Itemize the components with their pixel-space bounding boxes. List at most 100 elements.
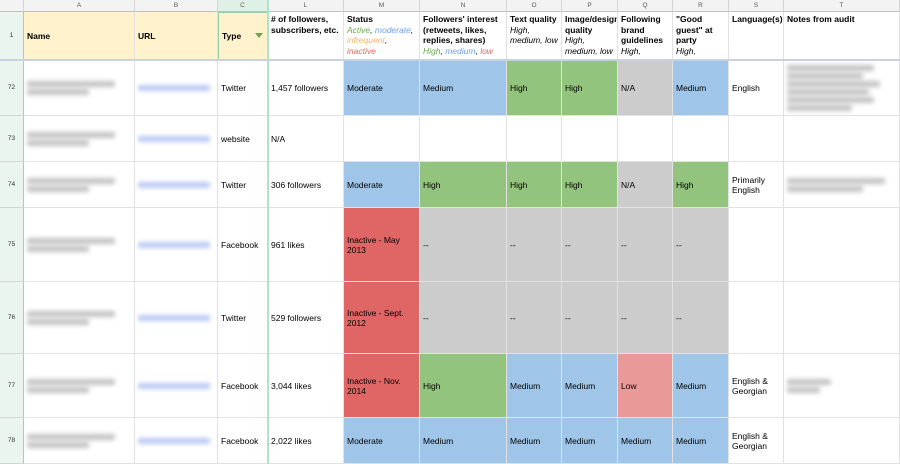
notes-cell[interactable] <box>784 354 900 418</box>
guest-cell[interactable]: -- <box>673 208 729 282</box>
header-text-quality[interactable]: Text quality High, medium, low <box>507 12 562 60</box>
column-header-o[interactable]: O <box>507 0 562 12</box>
redacted-link[interactable] <box>138 135 211 142</box>
header-image-quality[interactable]: Image/design quality High, medium, low <box>562 12 618 60</box>
name-cell[interactable] <box>24 418 135 464</box>
row-header[interactable]: 75 <box>0 208 24 282</box>
row-header[interactable]: 73 <box>0 116 24 162</box>
column-header-m[interactable]: M <box>344 0 420 12</box>
redacted-link[interactable] <box>138 382 211 389</box>
guest-cell[interactable]: -- <box>673 282 729 354</box>
name-cell[interactable] <box>24 162 135 208</box>
name-cell[interactable] <box>24 60 135 116</box>
header-followers[interactable]: # of followers, subscribers, etc. <box>268 12 344 60</box>
header-name[interactable]: Name <box>24 12 135 60</box>
row-header[interactable]: 1 <box>0 12 24 60</box>
followers-cell[interactable]: 1,457 followers <box>268 60 344 116</box>
text-cell[interactable]: Medium <box>507 418 562 464</box>
language-cell[interactable]: Primarily English <box>729 162 784 208</box>
name-cell[interactable] <box>24 116 135 162</box>
header-language[interactable]: Language(s) <box>729 12 784 60</box>
notes-cell[interactable] <box>784 418 900 464</box>
brand-cell[interactable]: Low <box>618 354 673 418</box>
text-cell[interactable]: Medium <box>507 354 562 418</box>
status-cell[interactable]: Moderate <box>344 60 420 116</box>
notes-cell[interactable] <box>784 282 900 354</box>
type-cell[interactable]: Facebook <box>218 208 268 282</box>
redacted-link[interactable] <box>138 437 211 444</box>
column-header-q[interactable]: Q <box>618 0 673 12</box>
type-cell[interactable]: Twitter <box>218 60 268 116</box>
column-header-n[interactable]: N <box>420 0 507 12</box>
language-cell[interactable]: English <box>729 60 784 116</box>
type-cell[interactable]: Twitter <box>218 282 268 354</box>
followers-cell[interactable]: 2,022 likes <box>268 418 344 464</box>
interest-cell[interactable]: Medium <box>420 60 507 116</box>
column-header-c[interactable]: C <box>218 0 268 12</box>
image-cell[interactable]: Medium <box>562 354 618 418</box>
interest-cell[interactable]: -- <box>420 282 507 354</box>
name-cell[interactable] <box>24 282 135 354</box>
interest-cell[interactable]: -- <box>420 208 507 282</box>
text-cell[interactable]: -- <box>507 208 562 282</box>
image-cell[interactable]: Medium <box>562 418 618 464</box>
followers-cell[interactable]: 306 followers <box>268 162 344 208</box>
brand-cell[interactable]: N/A <box>618 60 673 116</box>
language-cell[interactable] <box>729 116 784 162</box>
status-cell[interactable]: Inactive - Nov. 2014 <box>344 354 420 418</box>
column-header-r[interactable]: R <box>673 0 729 12</box>
notes-cell[interactable] <box>784 162 900 208</box>
column-header-b[interactable]: B <box>135 0 218 12</box>
interest-cell[interactable]: High <box>420 354 507 418</box>
header-url[interactable]: URL <box>135 12 218 60</box>
column-header-a[interactable]: A <box>24 0 135 12</box>
redacted-link[interactable] <box>138 314 211 321</box>
header-interest[interactable]: Followers' interest (retweets, likes, re… <box>420 12 507 60</box>
interest-cell[interactable] <box>420 116 507 162</box>
header-status[interactable]: Status Active, moderate, infrequent, inac… <box>344 12 420 60</box>
row-header[interactable]: 78 <box>0 418 24 464</box>
type-cell[interactable]: Facebook <box>218 354 268 418</box>
type-cell[interactable]: website <box>218 116 268 162</box>
language-cell[interactable]: English & Georgian <box>729 418 784 464</box>
notes-cell[interactable] <box>784 116 900 162</box>
guest-cell[interactable] <box>673 116 729 162</box>
brand-cell[interactable]: -- <box>618 282 673 354</box>
filter-icon[interactable] <box>255 33 263 38</box>
redacted-link[interactable] <box>138 181 211 188</box>
redacted-link[interactable] <box>138 84 211 91</box>
name-cell[interactable] <box>24 208 135 282</box>
brand-cell[interactable]: -- <box>618 208 673 282</box>
column-header-t[interactable]: T <box>784 0 900 12</box>
text-cell[interactable]: -- <box>507 282 562 354</box>
text-cell[interactable]: High <box>507 162 562 208</box>
followers-cell[interactable]: 529 followers <box>268 282 344 354</box>
language-cell[interactable]: English & Georgian <box>729 354 784 418</box>
type-cell[interactable]: Facebook <box>218 418 268 464</box>
brand-cell[interactable] <box>618 116 673 162</box>
column-header-p[interactable]: P <box>562 0 618 12</box>
column-header-l[interactable]: L <box>268 0 344 12</box>
status-cell[interactable]: Moderate <box>344 162 420 208</box>
redacted-link[interactable] <box>138 241 211 248</box>
row-header[interactable]: 77 <box>0 354 24 418</box>
status-cell[interactable]: Moderate <box>344 418 420 464</box>
header-type[interactable]: Type <box>218 12 268 60</box>
frozen-row-divider[interactable] <box>0 59 900 61</box>
guest-cell[interactable]: High <box>673 162 729 208</box>
brand-cell[interactable]: N/A <box>618 162 673 208</box>
guest-cell[interactable]: Medium <box>673 418 729 464</box>
type-cell[interactable]: Twitter <box>218 162 268 208</box>
url-cell[interactable] <box>135 116 218 162</box>
interest-cell[interactable]: Medium <box>420 418 507 464</box>
frozen-column-divider[interactable] <box>267 0 269 464</box>
interest-cell[interactable]: High <box>420 162 507 208</box>
guest-cell[interactable]: Medium <box>673 60 729 116</box>
followers-cell[interactable]: N/A <box>268 116 344 162</box>
image-cell[interactable]: -- <box>562 282 618 354</box>
status-cell[interactable] <box>344 116 420 162</box>
row-header[interactable]: 76 <box>0 282 24 354</box>
notes-cell[interactable] <box>784 60 900 116</box>
header-notes[interactable]: Notes from audit <box>784 12 900 60</box>
guest-cell[interactable]: Medium <box>673 354 729 418</box>
